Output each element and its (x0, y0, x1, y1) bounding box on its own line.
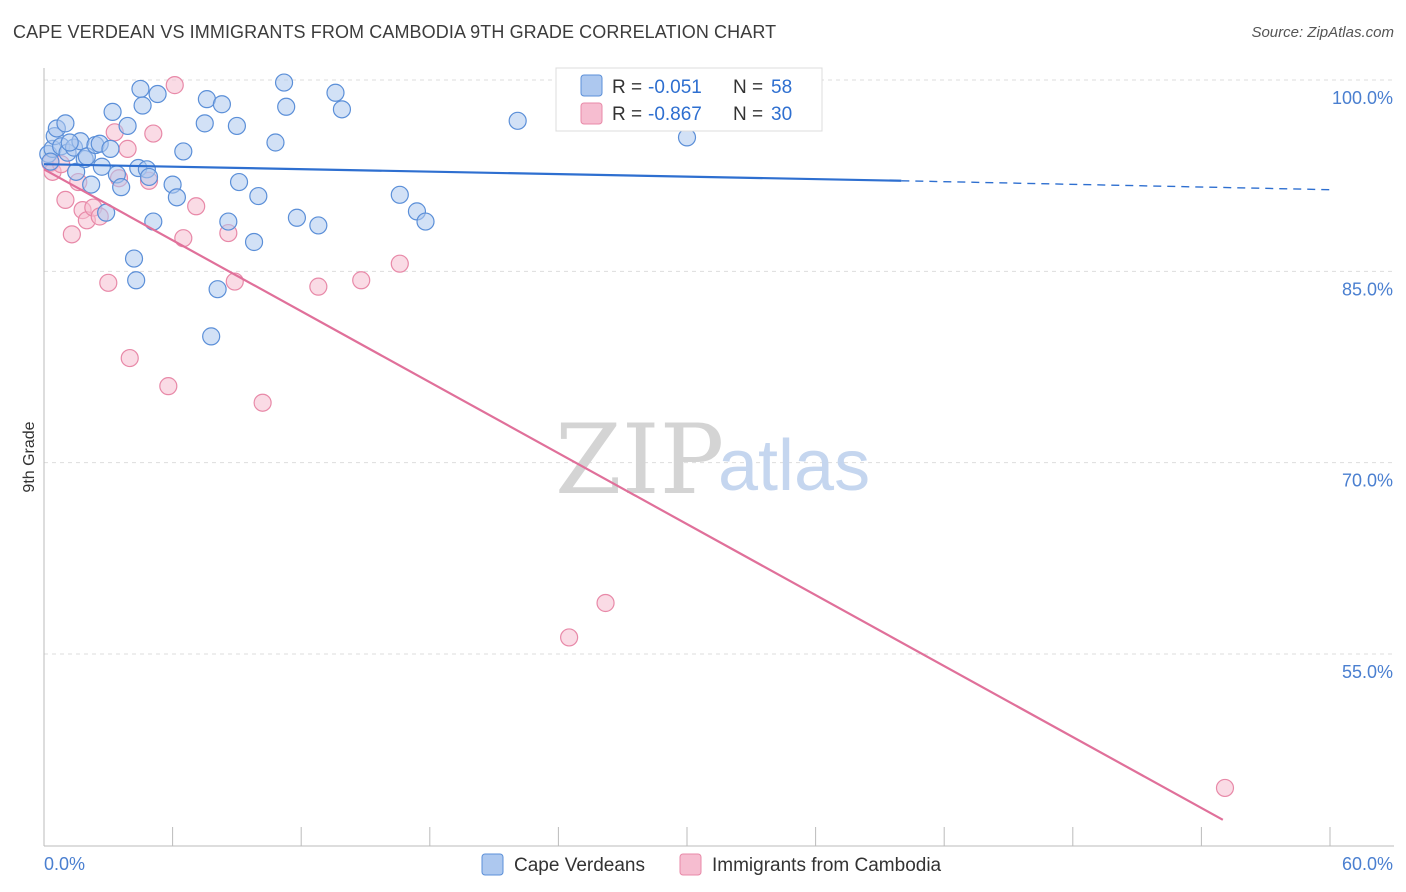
y-tick-label-70: 70.0% (1342, 471, 1393, 491)
legend-n-value-1: 58 (771, 77, 792, 98)
watermark: ZIP atlas (555, 404, 870, 516)
bottom-legend-swatch-pink (679, 853, 702, 876)
cape-verdean-point-48 (326, 83, 345, 102)
cape-verdean-point-17 (103, 102, 122, 121)
cambodia-point-16 (144, 124, 163, 143)
x-ticks (172, 827, 1331, 846)
cambodia-point-29 (1215, 778, 1235, 798)
cape-verdean-point-32 (174, 142, 193, 161)
legend-n-value-2: 30 (771, 104, 792, 125)
cape-verdean-point-43 (266, 133, 285, 152)
bottom-legend-label-cape-verdeans: Cape Verdeans (514, 855, 645, 876)
cape-verdean-point-21 (124, 249, 144, 268)
y-tick-labels: 100.0% 85.0% 70.0% 55.0% (1332, 88, 1393, 682)
cambodia-point-10 (99, 273, 118, 292)
cape-verdean-point-31 (167, 188, 186, 207)
cambodia-point-20 (187, 197, 206, 216)
cape-verdean-trend-line (43, 163, 902, 182)
series-cape-verdeans (39, 73, 697, 346)
y-tick-label-85: 85.0% (1342, 279, 1393, 299)
cambodia-point-25 (352, 271, 371, 290)
cape-verdean-point-56 (60, 133, 79, 152)
cambodia-point-18 (165, 76, 184, 95)
cape-verdean-trend-extension (901, 180, 1331, 191)
x-tick-label-max: 60.0% (1342, 854, 1393, 874)
x-tick-label-min: 0.0% (44, 854, 85, 874)
legend-r-value-1: -0.051 (648, 77, 702, 98)
cape-verdean-point-53 (508, 111, 527, 130)
cape-verdean-point-33 (195, 114, 214, 133)
cape-verdean-point-16 (101, 139, 120, 158)
cape-verdean-point-27 (139, 167, 159, 187)
cape-verdean-point-41 (244, 232, 264, 252)
legend-r-label-2: R = (612, 104, 642, 125)
cape-verdean-point-36 (208, 280, 227, 299)
trend-lines (43, 163, 1331, 821)
cape-verdean-point-20 (118, 116, 137, 136)
legend-swatch-blue (580, 74, 603, 97)
legend-r-label-1: R = (612, 77, 642, 98)
legend-r-value-2: -0.867 (648, 104, 702, 125)
chart-source: Source: ZipAtlas.com (1251, 24, 1394, 41)
cambodia-point-26 (390, 254, 409, 273)
cape-verdean-point-52 (416, 212, 435, 231)
cape-verdean-point-50 (390, 185, 409, 204)
cambodia-point-27 (560, 628, 579, 647)
cambodia-point-23 (253, 393, 272, 412)
legend-n-label-1: N = (733, 77, 763, 98)
cape-verdean-point-46 (287, 208, 307, 227)
chart-title: CAPE VERDEAN VS IMMIGRANTS FROM CAMBODIA… (13, 22, 777, 42)
cambodia-point-28 (596, 593, 615, 613)
bottom-legend-swatch-blue (481, 853, 504, 876)
cape-verdean-point-57 (92, 157, 111, 176)
gridlines (44, 79, 1394, 655)
cape-verdean-point-40 (229, 172, 249, 192)
cape-verdean-point-45 (277, 97, 296, 116)
bottom-legend-label-cambodia: Immigrants from Cambodia (712, 855, 942, 876)
y-tick-label-55: 55.0% (1342, 662, 1393, 682)
axes (43, 68, 1394, 847)
cambodia-point-13 (118, 139, 137, 158)
legend: R = -0.051 N = 58 R = -0.867 N = 30 (555, 67, 823, 132)
cape-verdean-point-22 (127, 271, 146, 290)
cape-verdean-point-5 (56, 114, 75, 133)
legend-swatch-pink (580, 102, 603, 125)
watermark-atlas: atlas (718, 426, 870, 506)
cambodia-point-24 (309, 277, 328, 296)
cape-verdean-point-25 (133, 96, 152, 115)
y-axis-title: 9th Grade (21, 421, 38, 492)
cape-verdean-point-38 (219, 212, 238, 231)
cape-verdean-point-55 (41, 152, 60, 171)
bottom-legend: Cape Verdeans Immigrants from Cambodia (481, 853, 942, 876)
y-tick-label-100: 100.0% (1332, 88, 1393, 108)
cape-verdean-point-39 (227, 116, 246, 136)
cambodia-trend-line (43, 168, 1224, 821)
cape-verdean-point-12 (82, 175, 101, 194)
cambodia-point-14 (120, 348, 139, 368)
legend-n-label-2: N = (733, 104, 763, 125)
cape-verdean-point-24 (131, 79, 150, 99)
cambodia-point-3 (56, 190, 75, 210)
cape-verdean-point-8 (67, 162, 86, 181)
cape-verdean-point-37 (212, 95, 231, 114)
cape-verdean-point-42 (249, 186, 268, 206)
cape-verdean-point-44 (274, 73, 294, 92)
cape-verdean-point-19 (112, 178, 131, 197)
cape-verdean-point-35 (202, 327, 221, 346)
cambodia-point-4 (62, 225, 81, 244)
cape-verdean-point-29 (148, 84, 167, 104)
cambodia-point-17 (159, 377, 178, 396)
cape-verdean-point-47 (309, 216, 328, 235)
cape-verdean-point-49 (332, 100, 352, 119)
